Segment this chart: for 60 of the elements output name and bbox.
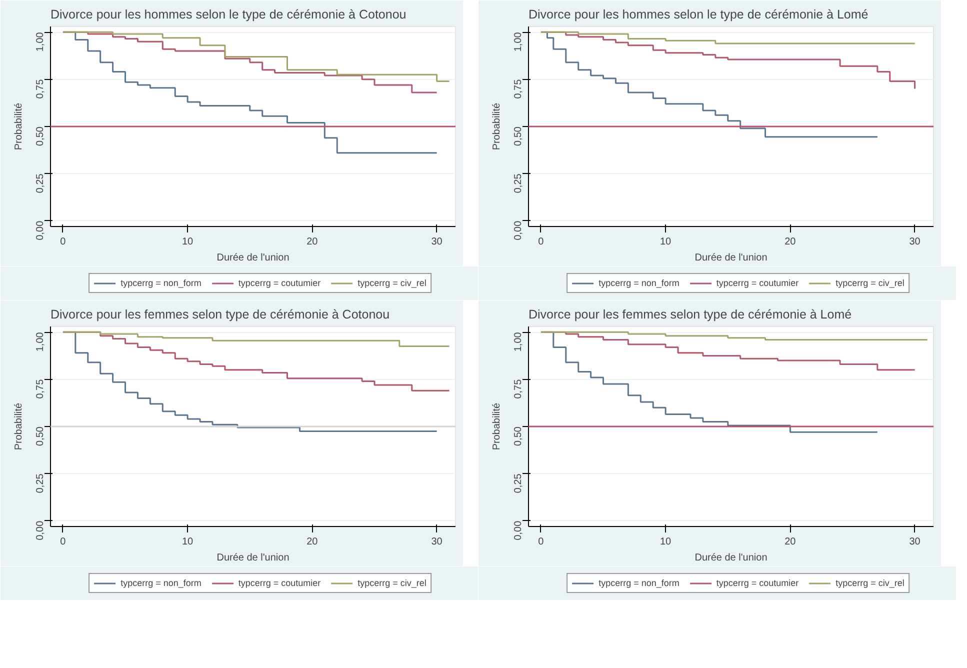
chart-title: Divorce pour les hommes selon le type de cérémonie à Lomé <box>528 8 868 22</box>
x-axis-title: Durée de l'union <box>216 252 290 264</box>
x-tick-label: 0 <box>538 536 544 548</box>
x-tick-label: 10 <box>660 536 672 548</box>
chart-title: Divorce pour les femmes selon type de cérémonie à Cotonou <box>50 308 390 322</box>
x-tick-label: 30 <box>909 236 921 248</box>
y-tick-label: 1,00 <box>35 332 46 352</box>
y-tick-label: 0,50 <box>35 126 46 146</box>
y-tick-label: 0,50 <box>513 426 524 446</box>
y-axis-title: Probabilité <box>14 402 24 450</box>
x-tick-label: 30 <box>431 536 443 548</box>
chart-title: Divorce pour les hommes selon le type de cérémonie à Cotonou <box>50 8 406 22</box>
y-axis-title: Probabilité <box>492 402 502 450</box>
x-tick-label: 20 <box>784 236 796 248</box>
legend-label: typcerrg = coutumier <box>238 278 321 288</box>
legend-label: typcerrg = coutumier <box>238 578 321 588</box>
x-axis-title: Durée de l'union <box>216 552 290 564</box>
y-tick-label: 0,25 <box>35 473 46 494</box>
x-tick-label: 0 <box>538 236 544 248</box>
y-tick-label: 1,00 <box>35 32 46 52</box>
x-tick-label: 30 <box>431 236 443 248</box>
legend-label: typcerrg = coutumier <box>716 578 799 588</box>
y-tick-label: 0,75 <box>513 378 524 399</box>
x-tick-label: 20 <box>784 536 796 548</box>
y-tick-label: 0,25 <box>513 473 524 494</box>
y-tick-label: 0,00 <box>513 520 524 540</box>
legend-label: typcerrg = civ_rel <box>358 278 426 288</box>
x-tick-label: 30 <box>909 536 921 548</box>
y-tick-label: 0,50 <box>35 426 46 446</box>
y-tick-label: 0,00 <box>35 520 46 540</box>
x-tick-label: 0 <box>60 236 66 248</box>
y-tick-label: 0,75 <box>35 378 46 399</box>
legend-label: typcerrg = non_form <box>598 278 680 288</box>
x-tick-label: 10 <box>182 236 194 248</box>
y-tick-label: 0,75 <box>35 78 46 99</box>
legend-label: typcerrg = civ_rel <box>836 578 904 588</box>
legend-label: typcerrg = non_form <box>120 278 202 288</box>
y-axis-title: Probabilité <box>492 102 502 150</box>
x-tick-label: 10 <box>660 236 672 248</box>
y-tick-label: 0,00 <box>513 220 524 240</box>
y-tick-label: 0,50 <box>513 126 524 146</box>
legend-label: typcerrg = coutumier <box>716 278 799 288</box>
x-tick-label: 20 <box>306 536 318 548</box>
legend-label: typcerrg = civ_rel <box>358 578 426 588</box>
x-axis-title: Durée de l'union <box>694 552 768 564</box>
y-tick-label: 1,00 <box>513 332 524 352</box>
y-tick-label: 0,25 <box>35 173 46 194</box>
y-tick-label: 0,75 <box>513 78 524 99</box>
legend-label: typcerrg = non_form <box>598 578 680 588</box>
chart-title: Divorce pour les femmes selon type de cérémonie à Lomé <box>528 308 852 322</box>
x-tick-label: 0 <box>60 536 66 548</box>
y-tick-label: 1,00 <box>513 32 524 52</box>
y-tick-label: 0,25 <box>513 173 524 194</box>
legend-label: typcerrg = civ_rel <box>836 278 904 288</box>
x-tick-label: 20 <box>306 236 318 248</box>
y-axis-title: Probabilité <box>14 102 24 150</box>
x-axis-title: Durée de l'union <box>694 252 768 264</box>
x-tick-label: 10 <box>182 536 194 548</box>
y-tick-label: 0,00 <box>35 220 46 240</box>
legend-label: typcerrg = non_form <box>120 578 202 588</box>
